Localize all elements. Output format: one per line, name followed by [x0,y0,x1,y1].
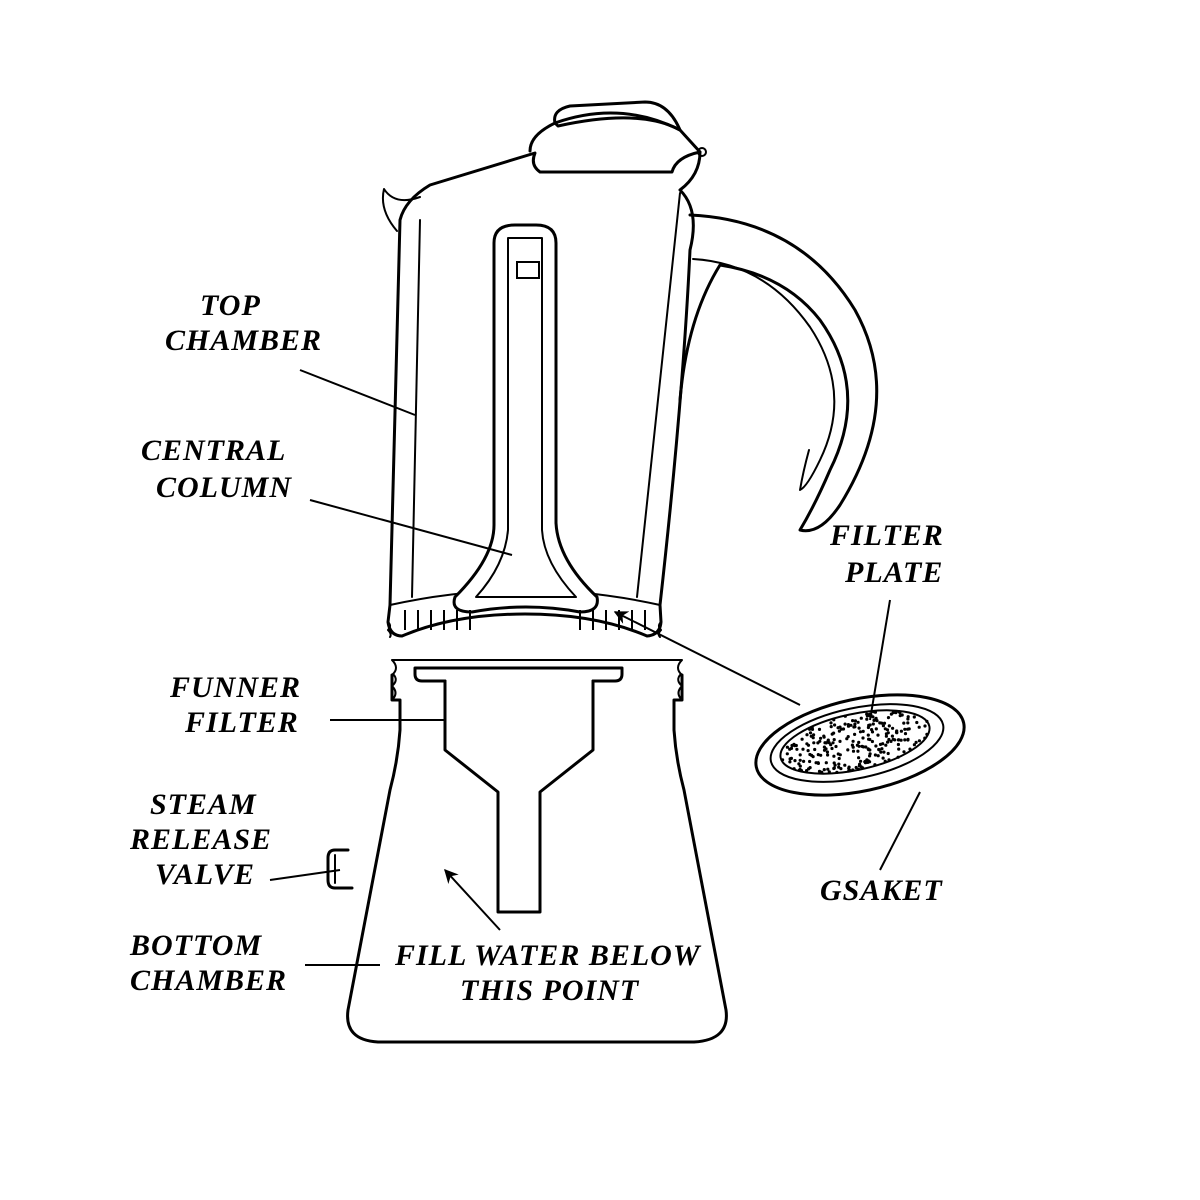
label-gasket: GSAKET [820,874,943,907]
funnel-rim [415,668,622,681]
diagram-canvas: TOPCHAMBERCENTRALCOLUMNFUNNERFILTERSTEAM… [0,0,1200,1200]
label-top-chamber: CHAMBER [165,324,322,357]
label-filter-plate: FILTER [829,519,944,552]
label-steam-valve: RELEASE [129,823,272,856]
label-fill-water: FILL WATER BELOW [394,939,702,972]
label-central-column: COLUMN [156,471,292,504]
filter-plate-inner [775,699,935,785]
leader-line [310,500,512,555]
leader-line [880,792,920,870]
steam-valve [328,850,352,888]
label-bottom-chamber: BOTTOM [129,929,262,962]
handle-inner [693,259,834,490]
inner-line-right [637,193,680,597]
label-central-column: CENTRAL [141,434,286,467]
label-top-chamber: TOP [200,289,261,322]
leader-line [615,612,800,705]
central-column-outer [454,225,597,612]
leader-line [445,870,500,930]
leader-line [870,600,890,720]
label-steam-valve: STEAM [150,788,257,821]
label-bottom-chamber: CHAMBER [130,964,287,997]
label-fill-water: THIS POINT [460,974,640,1007]
funnel-basket [445,681,593,912]
label-steam-valve: VALVE [155,858,255,891]
label-funnel-filter: FUNNER [169,671,301,704]
label-filter-plate: PLATE [844,556,943,589]
inner-line-left [412,220,420,597]
handle-outer [680,215,877,531]
label-funnel-filter: FILTER [184,706,299,739]
leader-line [300,370,415,415]
